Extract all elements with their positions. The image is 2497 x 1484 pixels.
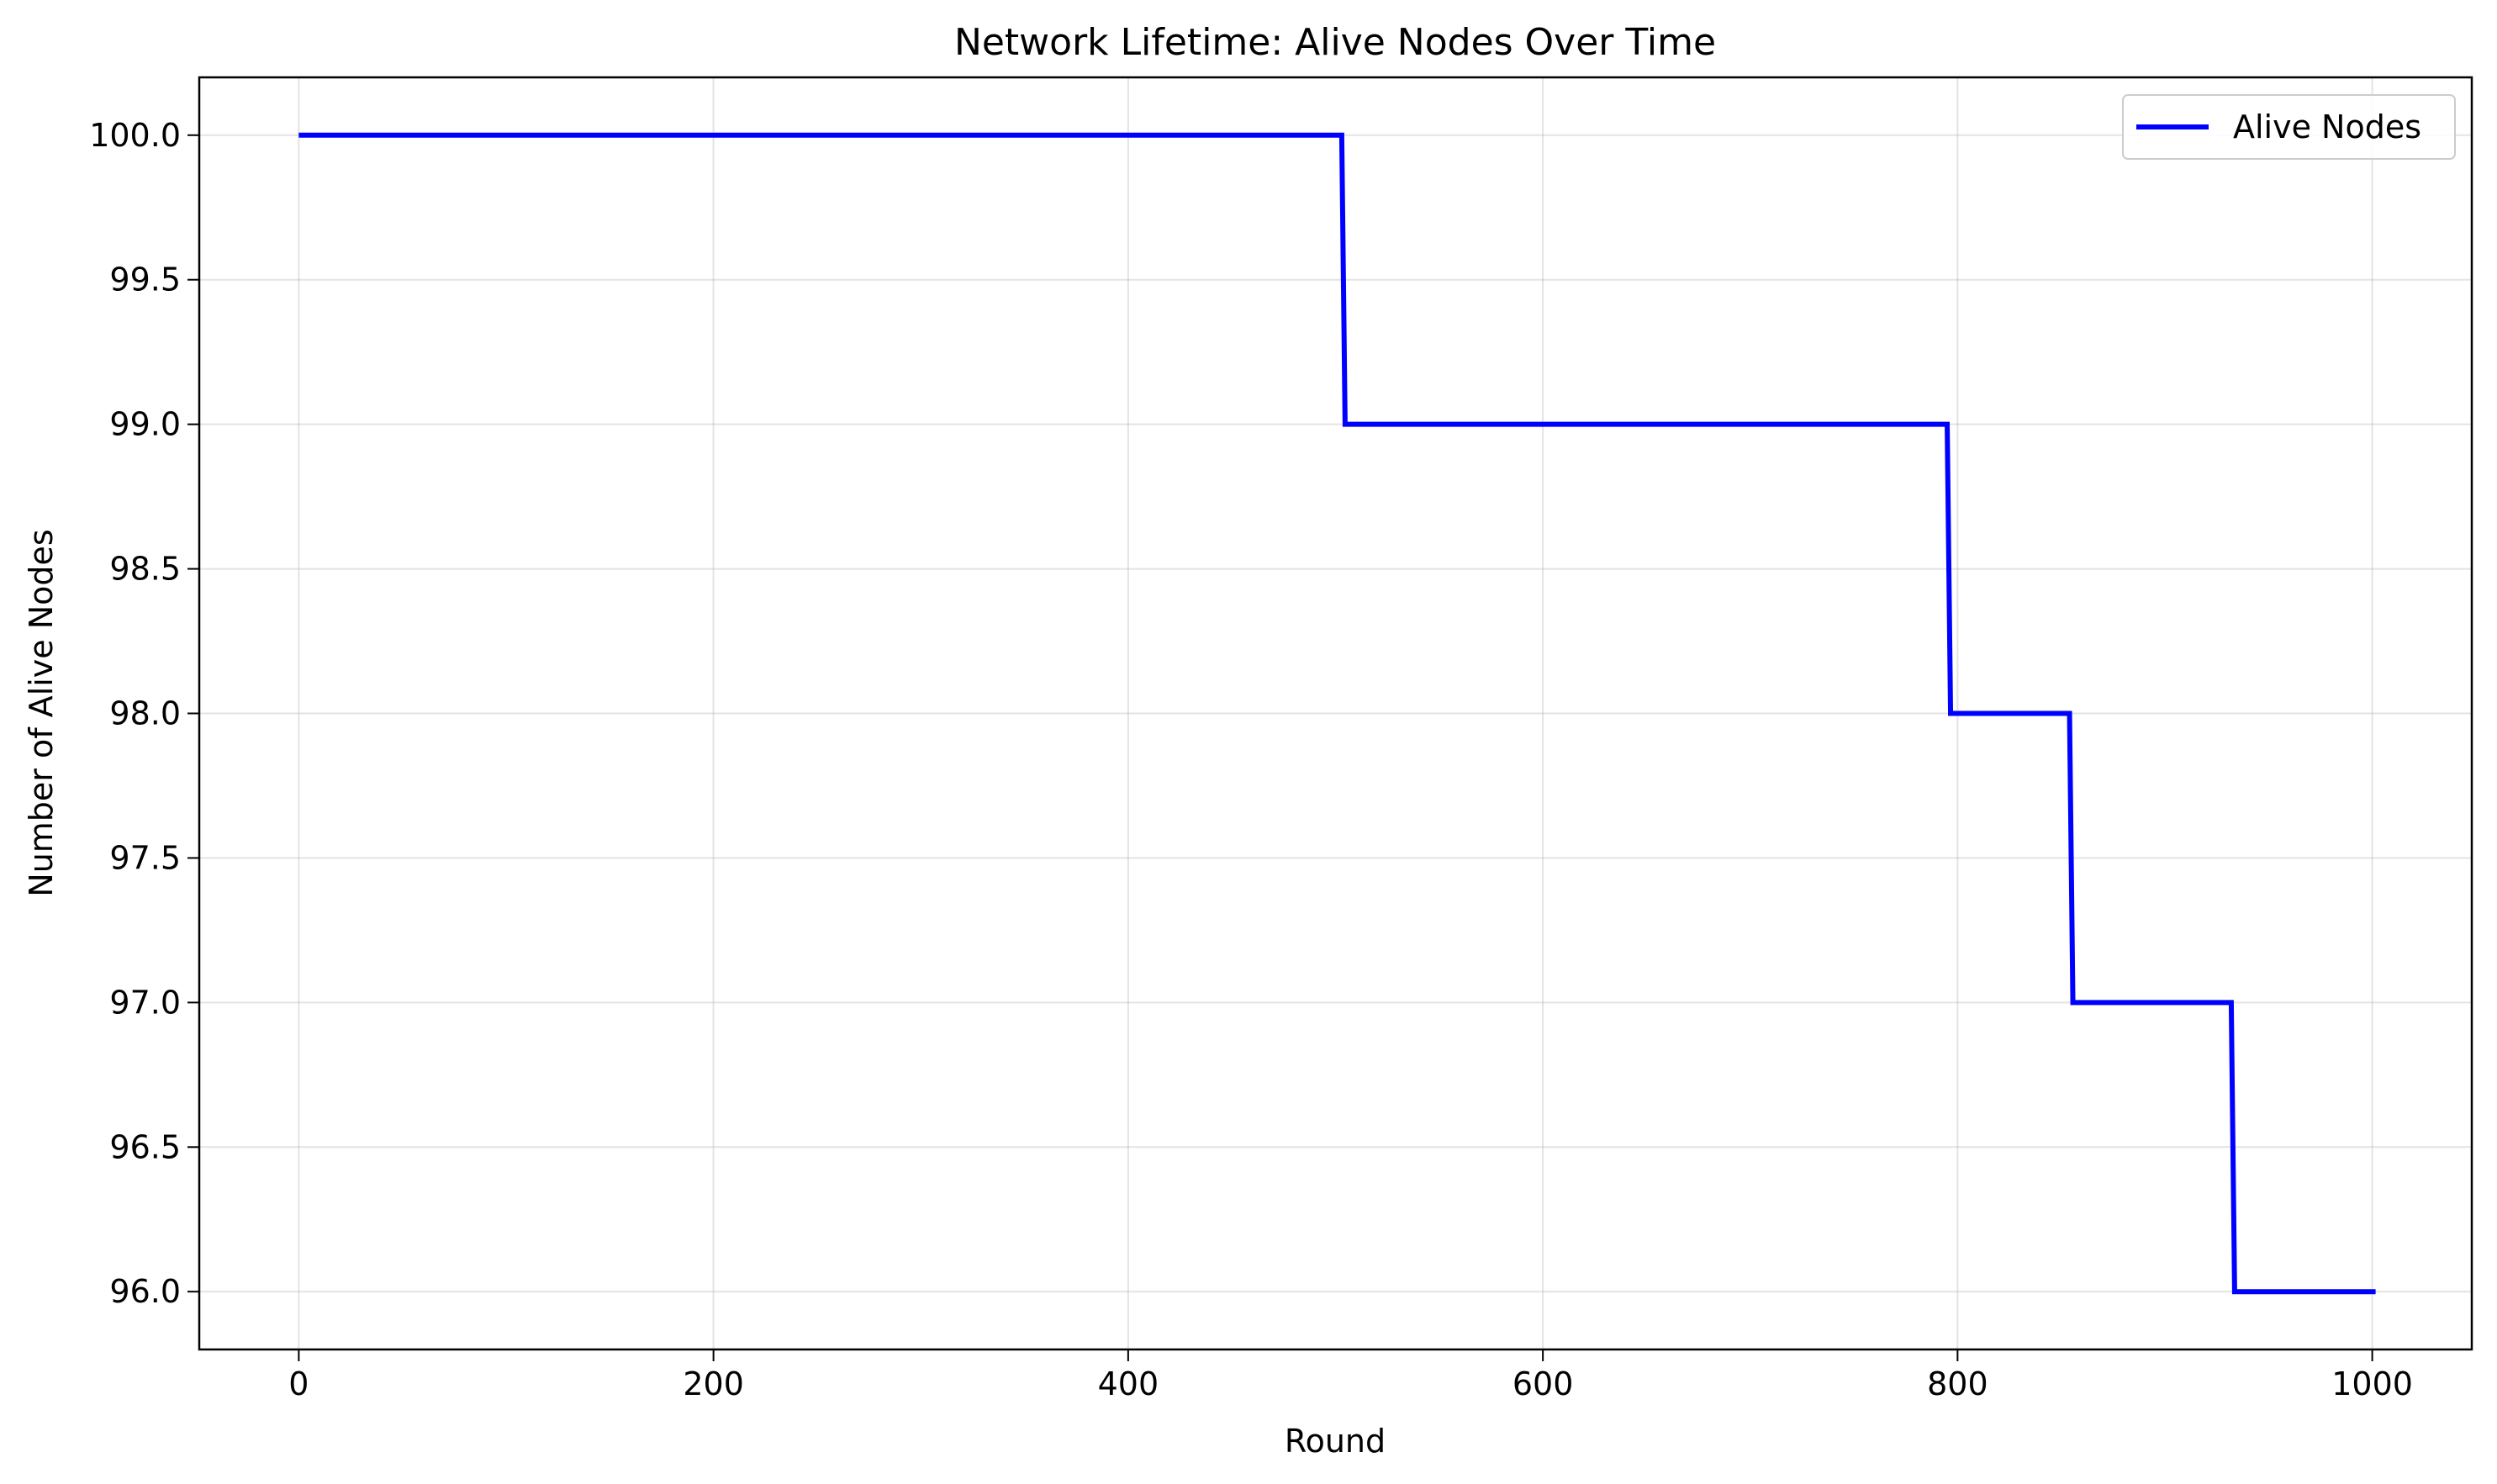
y-tick: 100.0 xyxy=(89,117,199,154)
x-tick: 0 xyxy=(288,1349,309,1402)
x-tick: 200 xyxy=(683,1349,744,1402)
y-tick: 99.0 xyxy=(109,406,199,443)
y-axis: 96.0 96.5 97.0 97.5 98.0 98.5 99.0 99.5 100.0 xyxy=(89,117,199,1310)
y-tick: 97.0 xyxy=(109,984,199,1021)
y-tick-label: 96.0 xyxy=(109,1273,181,1310)
y-tick: 98.0 xyxy=(109,695,199,732)
y-tick: 98.5 xyxy=(109,551,199,588)
x-axis: 0 200 400 600 800 1000 xyxy=(288,1349,2413,1402)
y-tick: 97.5 xyxy=(109,839,199,876)
x-tick-label: 200 xyxy=(683,1365,744,1402)
legend-box xyxy=(2122,94,2456,160)
x-tick: 400 xyxy=(1098,1349,1159,1402)
y-axis-label: Number of Alive Nodes xyxy=(23,529,60,896)
x-tick: 1000 xyxy=(2331,1349,2413,1402)
x-tick: 600 xyxy=(1512,1349,1574,1402)
y-tick-label: 99.0 xyxy=(109,406,181,443)
legend-label: Alive Nodes xyxy=(2233,108,2421,145)
y-tick-label: 97.5 xyxy=(109,839,181,876)
x-tick-label: 800 xyxy=(1927,1365,1988,1402)
y-tick-label: 96.5 xyxy=(109,1128,181,1165)
y-tick: 99.5 xyxy=(109,261,199,298)
legend: Alive Nodes xyxy=(2122,94,2456,160)
y-tick-label: 97.0 xyxy=(109,984,181,1021)
grid xyxy=(199,77,2472,1349)
y-tick-label: 99.5 xyxy=(109,261,181,298)
y-tick-label: 100.0 xyxy=(89,117,181,154)
x-tick-label: 400 xyxy=(1098,1365,1159,1402)
x-tick-label: 600 xyxy=(1512,1365,1574,1402)
chart-title: Network Lifetime: Alive Nodes Over Time xyxy=(954,21,1716,64)
y-tick: 96.0 xyxy=(109,1273,199,1310)
x-tick-label: 0 xyxy=(288,1365,309,1402)
series-line-0 xyxy=(298,132,2376,1295)
x-tick: 800 xyxy=(1927,1349,1988,1402)
y-tick-label: 98.5 xyxy=(109,551,181,588)
plot-area xyxy=(298,132,2376,1295)
x-axis-label: Round xyxy=(1285,1423,1386,1460)
y-tick-label: 98.0 xyxy=(109,695,181,732)
x-tick-label: 1000 xyxy=(2331,1365,2413,1402)
y-tick: 96.5 xyxy=(109,1128,199,1165)
